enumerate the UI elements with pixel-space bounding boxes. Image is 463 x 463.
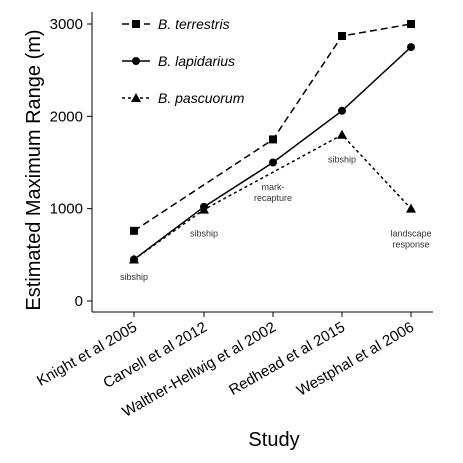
data-point-b-terrestris (269, 135, 277, 144)
data-point-b-pascuorum (337, 129, 347, 139)
y-tick-label: 3000 (50, 16, 83, 33)
legend-label-b-pascuorum: B. pascuorum (158, 90, 245, 106)
legend-item-b-lapidarius: B. lapidarius (122, 53, 235, 69)
legend-marker-b-lapidarius (132, 57, 140, 65)
annotation-label: sibship (328, 155, 356, 165)
legend-marker-b-terrestris (132, 20, 140, 28)
data-point-b-terrestris (338, 32, 346, 41)
data-point-b-pascuorum (199, 204, 209, 214)
series-line-b-pascuorum (133, 133, 412, 261)
data-point-b-lapidarius (338, 106, 346, 115)
legend: B. terrestris B. lapidarius B. pascuorum (122, 16, 245, 106)
annotation-layer: sibship sibship mark-recapture sibship lands… (120, 155, 432, 282)
legend-marker-b-pascuorum (131, 93, 141, 102)
x-tick-label: Redhead et al 2015 (226, 319, 348, 399)
y-tick-label: 2000 (50, 108, 83, 125)
data-point-b-terrestris (407, 20, 415, 28)
data-point-b-terrestris (130, 226, 138, 235)
annotation-label: sibship (190, 228, 218, 238)
x-axis-title: Study (248, 429, 299, 451)
series-b-pascuorum (129, 129, 416, 264)
y-axis-title: Estimated Maximum Range (m) (23, 29, 45, 310)
series-line-b-lapidarius (133, 46, 412, 261)
series-b-lapidarius (130, 43, 415, 264)
legend-item-b-pascuorum: B. pascuorum (122, 90, 245, 106)
data-point-b-pascuorum (406, 203, 416, 213)
annotation-label: response (392, 239, 429, 249)
series-line-b-terrestris (133, 23, 412, 232)
x-tick-label: Westphal et al 2006 (294, 319, 417, 400)
legend-item-b-terrestris: B. terrestris (122, 16, 230, 32)
y-tick-label: 1000 (50, 201, 83, 218)
y-tick-label: 0 (75, 293, 83, 310)
data-point-b-lapidarius (407, 43, 415, 52)
series-b-terrestris (130, 20, 415, 235)
legend-label-b-lapidarius: B. lapidarius (158, 53, 235, 69)
annotation-label: mark- (262, 182, 285, 192)
legend-label-b-terrestris: B. terrestris (158, 16, 230, 32)
annotation-label: recapture (254, 193, 292, 203)
annotation-label: sibship (120, 272, 148, 282)
series-layer (129, 20, 416, 264)
annotation-label: landscape (390, 228, 431, 238)
data-point-b-pascuorum (129, 254, 139, 264)
data-point-b-lapidarius (269, 158, 277, 167)
